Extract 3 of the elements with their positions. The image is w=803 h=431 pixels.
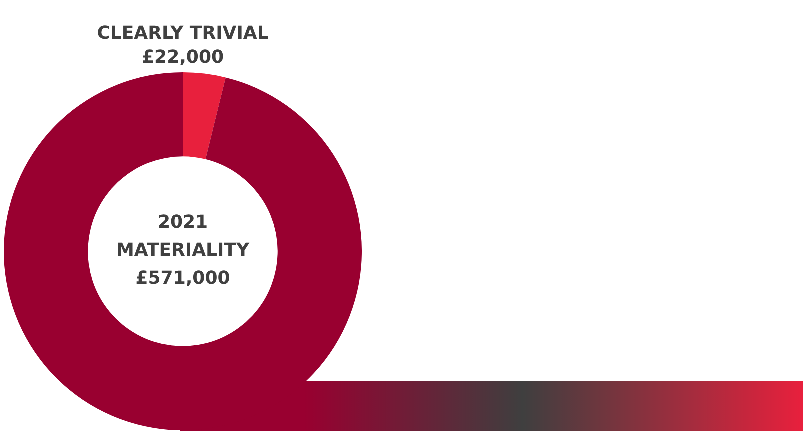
data-label: £22,000	[142, 47, 224, 68]
slice-label: CLEARLY TRIVIAL	[97, 23, 269, 44]
text: 2021 MATERIALITY £571,000	[116, 212, 250, 290]
